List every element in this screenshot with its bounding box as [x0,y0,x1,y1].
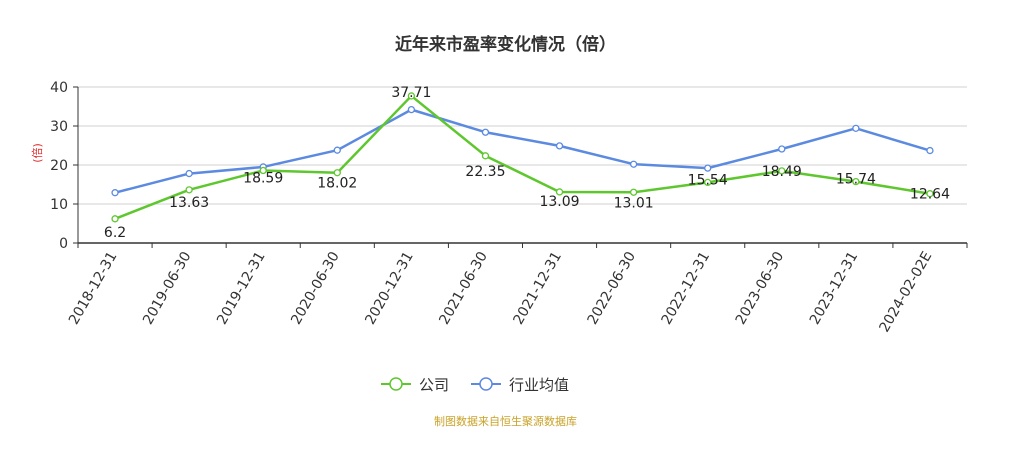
data-point [185,186,193,194]
data-point [555,188,564,196]
x-tick-label: 2023-06-30 [733,249,788,327]
data-point [481,152,490,160]
x-tick-label: 2019-12-31 [214,249,269,327]
data-point [111,189,119,197]
legend-marker [479,377,493,391]
data-label: 13.09 [539,194,579,210]
data-label: 15.54 [688,172,728,188]
data-point [629,188,638,196]
data-label: 18.49 [762,164,802,180]
data-point [407,105,416,114]
data-label: 37.71 [391,85,431,101]
series-line-1 [114,108,931,194]
data-point [333,169,341,177]
legend-label: 行业均值 [509,376,569,394]
data-label: 6.2 [104,225,126,241]
data-point [704,178,712,187]
data-point [629,160,638,168]
legend-item-1: 行业均值 [471,376,569,394]
source-note: 制图数据来自恒生聚源数据库 [434,415,577,428]
data-point [481,128,490,136]
x-tick-label: 2021-12-31 [510,249,565,327]
chart-title: 近年来市盈率变化情况（倍） [395,35,616,55]
legend-marker [389,377,403,391]
data-point [111,215,119,223]
data-label: 12.64 [910,187,950,203]
data-point [926,146,934,155]
data-point [926,190,934,198]
data-label: 22.35 [465,164,505,180]
data-point [852,124,860,132]
data-label: 13.01 [614,195,654,211]
y-tick-label: 20 [50,158,68,174]
data-point [333,146,341,154]
legend-item-0: 公司 [381,376,449,394]
y-tick-label: 10 [50,197,68,213]
data-label: 18.02 [317,176,357,192]
data-point [778,145,786,153]
data-point [852,177,860,186]
data-label: 18.59 [243,170,283,186]
series-line-0 [114,94,931,220]
x-tick-label: 2018-12-31 [66,249,121,327]
x-tick-label: 2024-02-02E [876,249,935,335]
y-tick-label: 40 [50,80,68,96]
data-point [185,169,193,178]
data-point [407,92,416,100]
data-point [555,142,564,150]
y-tick-label: 30 [50,119,68,135]
data-label: 15.74 [836,172,876,188]
data-label: 13.63 [169,195,209,211]
y-axis-label: (倍) [30,143,44,163]
x-tick-label: 2023-12-31 [807,249,862,327]
data-point [778,167,786,175]
data-point [259,166,267,175]
x-tick-label: 2020-12-31 [362,249,417,327]
x-tick-label: 2021-06-30 [436,249,491,327]
legend-label: 公司 [419,376,449,394]
x-tick-label: 2022-06-30 [585,249,640,327]
x-tick-label: 2019-06-30 [140,249,195,327]
x-tick-label: 2020-06-30 [288,249,343,327]
data-point [704,164,712,172]
x-tick-label: 2022-12-31 [659,249,714,327]
y-tick-label: 0 [59,236,68,252]
